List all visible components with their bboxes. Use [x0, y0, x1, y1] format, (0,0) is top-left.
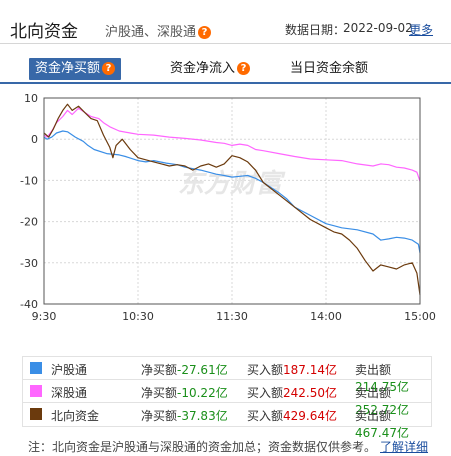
series-line-1: [43, 107, 421, 182]
sell-value: 467.47亿: [355, 426, 409, 440]
page-title: 北向资金: [10, 22, 78, 42]
y-tick-label: 10: [24, 92, 38, 105]
tab-net-buy-label: 资金净买额: [35, 61, 101, 76]
legend-table: 沪股通 净买额-27.61亿 买入额187.14亿 卖出额214.75亿 深股通…: [22, 356, 432, 440]
subtitle: 沪股通、深股通?: [105, 21, 212, 40]
series-line-0: [43, 130, 421, 254]
net-buy-label: 净买额: [141, 363, 178, 377]
tab-net-inflow-label: 资金净流入: [170, 61, 236, 76]
help-icon[interactable]: ?: [102, 62, 116, 75]
x-tick-label: 15:00: [404, 310, 436, 323]
buy-value: 429.64亿: [283, 409, 338, 423]
y-tick-label: -40: [20, 298, 38, 311]
more-link[interactable]: 更多: [409, 23, 434, 37]
legend-name: 深股通: [51, 386, 88, 400]
detail-link[interactable]: 了解详细: [380, 440, 429, 454]
buy-cell: 买入额429.64亿: [247, 407, 337, 424]
y-tick-label: -20: [20, 216, 38, 229]
series-line-2: [43, 103, 421, 296]
buy-label: 买入额: [247, 386, 284, 400]
sell-label: 卖出额: [355, 386, 392, 400]
tab-net-buy[interactable]: 资金净买额?: [29, 58, 122, 80]
legend-row: 深股通 净买额-10.22亿 买入额242.50亿 卖出额 252.72亿: [23, 380, 431, 417]
sell-value: 214.75亿: [355, 380, 409, 394]
net-buy-value: -10.22亿: [177, 386, 228, 400]
buy-label: 买入额: [247, 409, 284, 423]
chart-watermark: 东方财富: [178, 169, 286, 199]
net-buy-label: 净买额: [141, 409, 178, 423]
y-tick-label: -30: [20, 257, 38, 270]
legend-swatch: [30, 385, 42, 397]
buy-value: 242.50亿: [283, 386, 338, 400]
tab-net-inflow[interactable]: 资金净流入?: [170, 58, 251, 80]
y-tick-label: -10: [20, 174, 38, 187]
date-value: 2022-09-02: [343, 21, 413, 35]
net-buy-label: 净买额: [141, 386, 178, 400]
sell-value: 252.72亿: [355, 403, 409, 417]
legend-name: 北向资金: [51, 409, 100, 423]
buy-cell: 买入额242.50亿: [247, 384, 337, 401]
sell-cell: 卖出额 467.47亿: [355, 407, 431, 441]
tab-balance[interactable]: 当日资金余额: [290, 58, 368, 80]
help-icon[interactable]: ?: [237, 62, 251, 75]
y-tick-label: 0: [31, 133, 38, 146]
x-tick-label: 9:30: [32, 310, 57, 323]
tab-balance-label: 当日资金余额: [290, 61, 369, 76]
net-buy-cell: 净买额-27.61亿: [141, 361, 228, 378]
line-chart: 东方财富 100-10-20-30-409:30 10:30 11:30 14:00 1…: [20, 92, 436, 323]
net-buy-value: -37.83亿: [177, 409, 228, 423]
tab-bar: 资金净买额? 资金净流入? 当日资金余额: [0, 52, 451, 80]
x-tick-label: 10:30: [122, 310, 154, 323]
buy-value: 187.14亿: [283, 363, 338, 377]
legend-row: 沪股通 净买额-27.61亿 买入额187.14亿 卖出额 214.75亿: [23, 357, 431, 394]
plot-border: [43, 97, 421, 305]
tab-underline: [0, 82, 451, 84]
header: 北向资金 沪股通、深股通? 数据日期： 2022-09-02 更多: [0, 0, 451, 44]
sell-cell: 卖出额 214.75亿: [355, 361, 431, 395]
net-buy-cell: 净买额-37.83亿: [141, 407, 228, 424]
series-layer: [43, 103, 421, 296]
legend-row: 北向资金 净买额-37.83亿 买入额429.64亿 卖出额 467.47亿: [23, 403, 431, 440]
x-tick-label: 11:30: [216, 310, 248, 323]
legend-name: 沪股通: [51, 363, 88, 377]
buy-cell: 买入额187.14亿: [247, 361, 337, 378]
net-buy-value: -27.61亿: [177, 363, 228, 377]
sell-label: 卖出额: [355, 363, 392, 377]
legend-swatch: [30, 408, 42, 420]
sell-label: 卖出额: [355, 409, 392, 423]
legend-swatch: [30, 362, 42, 374]
axis-labels: 10 0 -10 -20 -30 -409:30 10:30 11:30 14:00 15:00: [20, 92, 436, 323]
footnote: 注：北向资金是沪股通与深股通的资金加总；资金数据仅供参考。: [28, 440, 377, 454]
sell-cell: 卖出额 252.72亿: [355, 384, 431, 418]
net-buy-cell: 净买额-10.22亿: [141, 384, 228, 401]
buy-label: 买入额: [247, 363, 284, 377]
subtitle-text: 沪股通、深股通: [105, 25, 197, 40]
help-icon[interactable]: ?: [198, 26, 212, 39]
x-tick-label: 14:00: [310, 310, 342, 323]
date-label: 数据日期：: [285, 23, 346, 37]
